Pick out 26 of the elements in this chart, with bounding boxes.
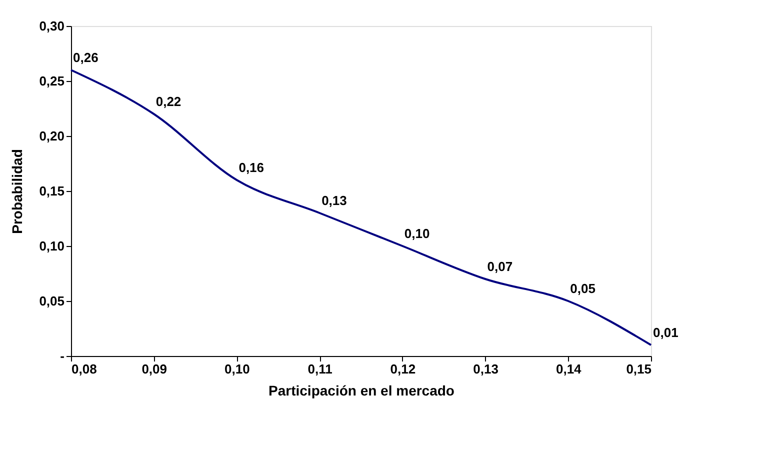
- x-tick-label: 0,08: [72, 362, 97, 376]
- x-tick-label: 0,10: [224, 362, 250, 376]
- y-tick-label: 0,30: [39, 18, 64, 34]
- data-label: 0,10: [404, 226, 430, 241]
- x-tick-label: 0,15: [626, 362, 652, 376]
- y-tick-label: 0,20: [39, 128, 64, 144]
- data-label: 0,07: [487, 259, 513, 274]
- x-axis-title: Participación en el mercado: [268, 382, 454, 398]
- data-label: 0,01: [653, 325, 678, 340]
- data-label: 0,26: [73, 50, 98, 65]
- y-tick-label: 0,05: [39, 294, 64, 308]
- y-tick-label: 0,10: [39, 238, 64, 254]
- data-label: 0,13: [322, 193, 347, 208]
- line-series: [70, 69, 652, 346]
- x-tick-label: 0,11: [308, 362, 332, 376]
- data-label: 0,16: [238, 160, 264, 175]
- x-tick-label: 0,13: [473, 362, 498, 376]
- y-tick-label: 0,25: [39, 74, 64, 88]
- y-axis-title: Probabilidad: [9, 149, 26, 234]
- x-tick-label: 0,14: [556, 362, 582, 376]
- data-label: 0,05: [570, 281, 596, 296]
- x-tick-label: 0,09: [142, 362, 168, 376]
- data-label: 0,22: [156, 94, 182, 109]
- x-tick-label: 0,12: [390, 362, 416, 376]
- y-tick-label: 0,15: [39, 184, 64, 198]
- y-tick-label: -: [60, 348, 64, 364]
